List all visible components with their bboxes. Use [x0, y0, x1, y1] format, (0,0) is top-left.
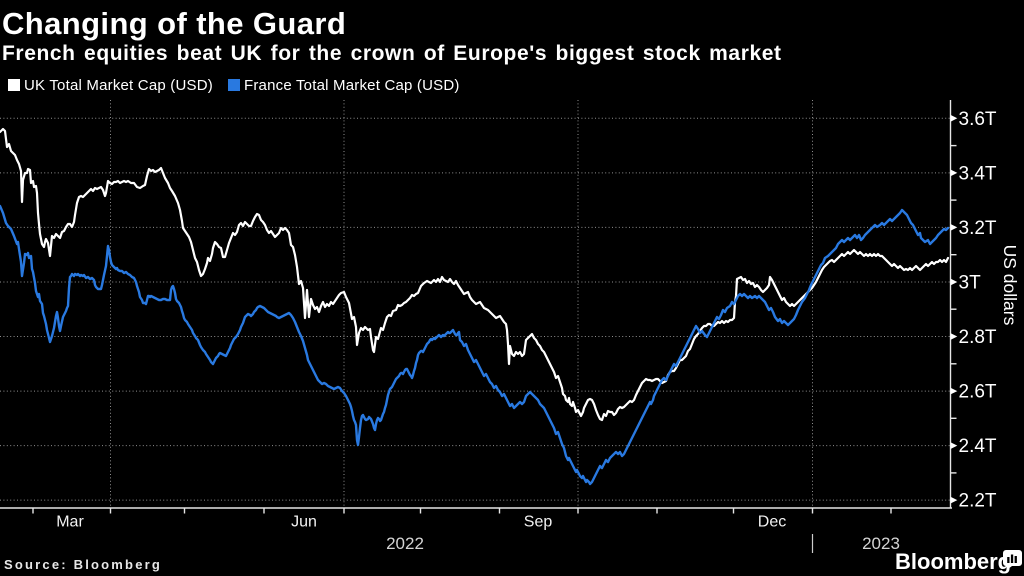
svg-text:Dec: Dec — [758, 514, 786, 531]
svg-text:2022: 2022 — [386, 534, 424, 553]
svg-text:Mar: Mar — [56, 514, 84, 531]
svg-text:Jun: Jun — [291, 514, 317, 531]
svg-text:2.4T: 2.4T — [959, 436, 997, 457]
svg-text:3T: 3T — [959, 273, 982, 294]
svg-text:3.2T: 3.2T — [959, 218, 997, 239]
svg-text:Sep: Sep — [524, 514, 553, 531]
svg-text:US dollars: US dollars — [1000, 245, 1020, 326]
svg-text:3.6T: 3.6T — [959, 109, 997, 130]
svg-text:3.4T: 3.4T — [959, 163, 997, 184]
svg-text:2023: 2023 — [862, 534, 900, 553]
svg-text:2.6T: 2.6T — [959, 382, 997, 403]
svg-text:2.8T: 2.8T — [959, 327, 997, 348]
svg-text:2.2T: 2.2T — [959, 491, 997, 512]
